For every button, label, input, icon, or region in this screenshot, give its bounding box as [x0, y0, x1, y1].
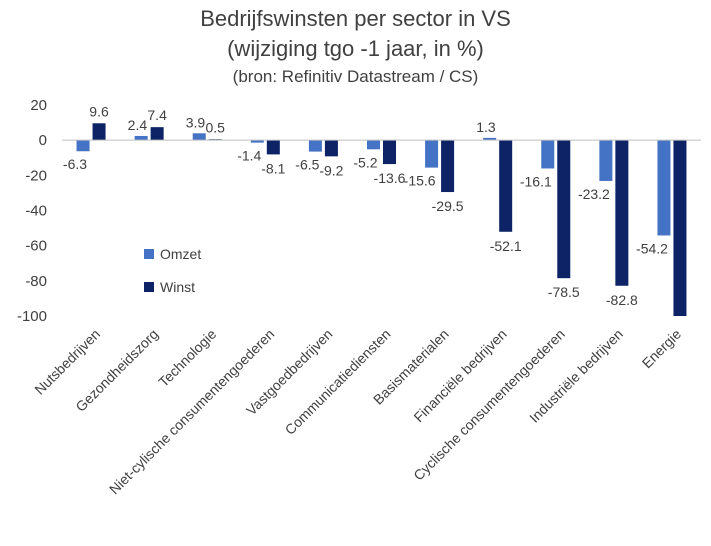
bar-winst	[150, 127, 164, 141]
data-label-omzet: -5.2	[353, 154, 377, 170]
bar-omzet	[308, 140, 322, 152]
data-label-winst: -9.2	[319, 162, 343, 178]
bar-omzet	[425, 140, 439, 168]
chart-source: (bron: Refinitiv Datastream / CS)	[232, 67, 479, 86]
bar-winst	[499, 140, 513, 232]
data-label-winst: -29.5	[432, 198, 464, 214]
data-label-winst: -8.1	[261, 160, 285, 176]
data-label-omzet: -16.1	[520, 173, 552, 189]
y-tick-label: 20	[30, 97, 47, 114]
y-tick-label: -60	[25, 238, 47, 255]
bar-winst	[615, 140, 629, 286]
data-label-winst: -82.8	[606, 292, 638, 308]
data-label-omzet: -6.3	[63, 156, 87, 172]
bar-omzet	[250, 140, 264, 143]
bar-omzet	[367, 140, 380, 150]
bar-winst	[266, 140, 280, 155]
bar-winst	[92, 123, 106, 141]
bar-omzet	[483, 137, 497, 141]
bar-omzet	[541, 140, 555, 169]
y-tick-label: 0	[39, 132, 47, 149]
data-label-winst: 7.4	[147, 107, 167, 123]
legend-label-omzet: Omzet	[160, 246, 201, 262]
y-tick-label: -100	[17, 308, 47, 325]
data-label-winst: 0.5	[205, 119, 225, 135]
bar-omzet	[192, 133, 206, 141]
data-label-omzet: 3.9	[186, 114, 206, 130]
legend-swatch-winst	[144, 282, 154, 292]
bar-omzet	[599, 140, 613, 181]
bar-omzet	[134, 135, 148, 141]
chart-title: Bedrijfswinsten per sector in VS	[200, 6, 511, 31]
category-label: Technologie	[155, 326, 219, 390]
data-label-winst: -52.1	[490, 238, 522, 254]
bar-winst	[557, 140, 571, 279]
data-label-omzet: -54.2	[636, 240, 668, 256]
bar-winst	[673, 140, 687, 316]
category-label: Energie	[639, 326, 685, 372]
legend-label-winst: Winst	[160, 279, 195, 295]
category-label: Communicatiediensten	[282, 326, 394, 438]
data-label-omzet: -1.4	[237, 148, 261, 164]
bar-winst	[441, 140, 455, 193]
data-label-omzet: 2.4	[128, 117, 148, 133]
data-label-omzet: -15.6	[404, 173, 436, 189]
y-tick-label: -20	[25, 167, 47, 184]
data-label-winst: 9.6	[89, 103, 109, 119]
bar-omzet	[76, 140, 90, 152]
bar-winst	[324, 140, 338, 157]
legend-swatch-omzet	[144, 249, 154, 259]
bar-winst	[383, 140, 396, 165]
chart-subtitle: (wijziging tgo -1 jaar, in %)	[227, 36, 484, 61]
data-label-omzet: -23.2	[578, 186, 610, 202]
data-label-winst: -13.6	[374, 170, 406, 186]
data-label-omzet: 1.3	[476, 119, 496, 135]
bar-omzet	[657, 140, 671, 236]
data-label-winst: -78.5	[548, 284, 580, 300]
data-label-omzet: -6.5	[295, 157, 319, 173]
y-tick-label: -40	[25, 203, 47, 220]
y-tick-label: -80	[25, 273, 47, 290]
